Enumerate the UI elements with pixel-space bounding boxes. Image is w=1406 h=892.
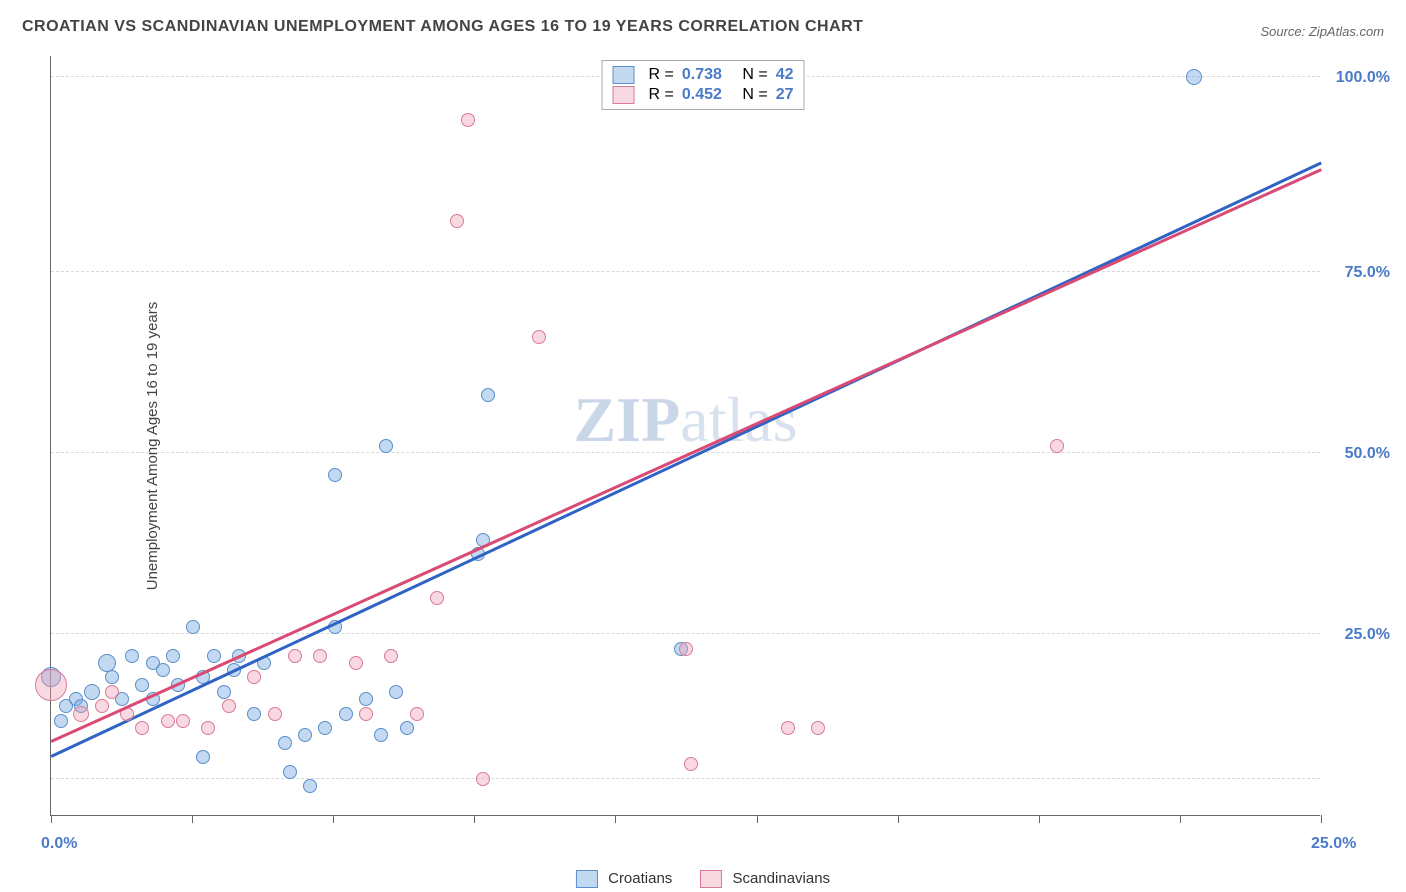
data-point [374, 728, 388, 742]
data-point [303, 779, 317, 793]
data-point [84, 684, 100, 700]
data-point [54, 714, 68, 728]
data-point [207, 649, 221, 663]
x-tick [51, 815, 52, 823]
chart-container: CROATIAN VS SCANDINAVIAN UNEMPLOYMENT AM… [0, 0, 1406, 892]
data-point [201, 721, 215, 735]
data-point [135, 678, 149, 692]
y-tick-label: 100.0% [1336, 69, 1390, 87]
data-point [176, 714, 190, 728]
x-tick [615, 815, 616, 823]
chart-title: CROATIAN VS SCANDINAVIAN UNEMPLOYMENT AM… [22, 18, 863, 36]
x-tick [757, 815, 758, 823]
data-point [318, 721, 332, 735]
source-label: Source: ZipAtlas.com [1260, 24, 1384, 39]
swatch-scandinavians [613, 86, 635, 104]
data-point [247, 670, 261, 684]
gridline [51, 633, 1320, 634]
correlation-legend: R = 0.738 N = 42 R = 0.452 N = 27 [602, 60, 805, 110]
x-tick-label: 0.0% [41, 835, 77, 853]
swatch-croatians-icon [576, 870, 598, 888]
trend-line [50, 161, 1321, 757]
data-point [389, 685, 403, 699]
data-point [379, 439, 393, 453]
data-point [339, 707, 353, 721]
data-point [811, 721, 825, 735]
data-point [359, 692, 373, 706]
data-point [781, 721, 795, 735]
data-point [679, 642, 693, 656]
data-point [73, 706, 89, 722]
data-point [247, 707, 261, 721]
data-point [461, 113, 475, 127]
data-point [166, 649, 180, 663]
data-point [288, 649, 302, 663]
x-tick-label: 25.0% [1311, 835, 1356, 853]
gridline [51, 271, 1320, 272]
data-point [349, 656, 363, 670]
data-point [328, 468, 342, 482]
swatch-croatians [613, 66, 635, 84]
y-tick-label: 25.0% [1345, 626, 1390, 644]
data-point [684, 757, 698, 771]
gridline [51, 778, 1320, 779]
legend-item-croatians: Croatians [576, 870, 672, 888]
legend-row-croatians: R = 0.738 N = 42 [613, 65, 794, 85]
data-point [217, 685, 231, 699]
y-tick-label: 75.0% [1345, 264, 1390, 282]
swatch-scandinavians-icon [700, 870, 722, 888]
data-point [125, 649, 139, 663]
data-point [481, 388, 495, 402]
data-point [135, 721, 149, 735]
y-tick-label: 50.0% [1345, 445, 1390, 463]
data-point [283, 765, 297, 779]
data-point [450, 214, 464, 228]
series-legend: Croatians Scandinavians [576, 870, 830, 888]
x-tick [1039, 815, 1040, 823]
x-tick [1180, 815, 1181, 823]
x-tick [333, 815, 334, 823]
x-tick [192, 815, 193, 823]
data-point [35, 669, 67, 701]
x-tick [474, 815, 475, 823]
data-point [384, 649, 398, 663]
data-point [156, 663, 170, 677]
legend-item-scandinavians: Scandinavians [700, 870, 830, 888]
data-point [1186, 69, 1202, 85]
data-point [410, 707, 424, 721]
data-point [298, 728, 312, 742]
data-point [105, 685, 119, 699]
plot-area: ZIPatlas 25.0%50.0%75.0%100.0%0.0%25.0% [50, 56, 1320, 816]
data-point [98, 654, 116, 672]
data-point [430, 591, 444, 605]
data-point [95, 699, 109, 713]
data-point [196, 750, 210, 764]
data-point [105, 670, 119, 684]
data-point [313, 649, 327, 663]
data-point [186, 620, 200, 634]
legend-row-scandinavians: R = 0.452 N = 27 [613, 85, 794, 105]
x-tick [1321, 815, 1322, 823]
data-point [268, 707, 282, 721]
data-point [222, 699, 236, 713]
x-tick [898, 815, 899, 823]
data-point [359, 707, 373, 721]
data-point [532, 330, 546, 344]
trend-line [50, 168, 1321, 742]
data-point [476, 772, 490, 786]
data-point [161, 714, 175, 728]
data-point [1050, 439, 1064, 453]
data-point [400, 721, 414, 735]
data-point [278, 736, 292, 750]
